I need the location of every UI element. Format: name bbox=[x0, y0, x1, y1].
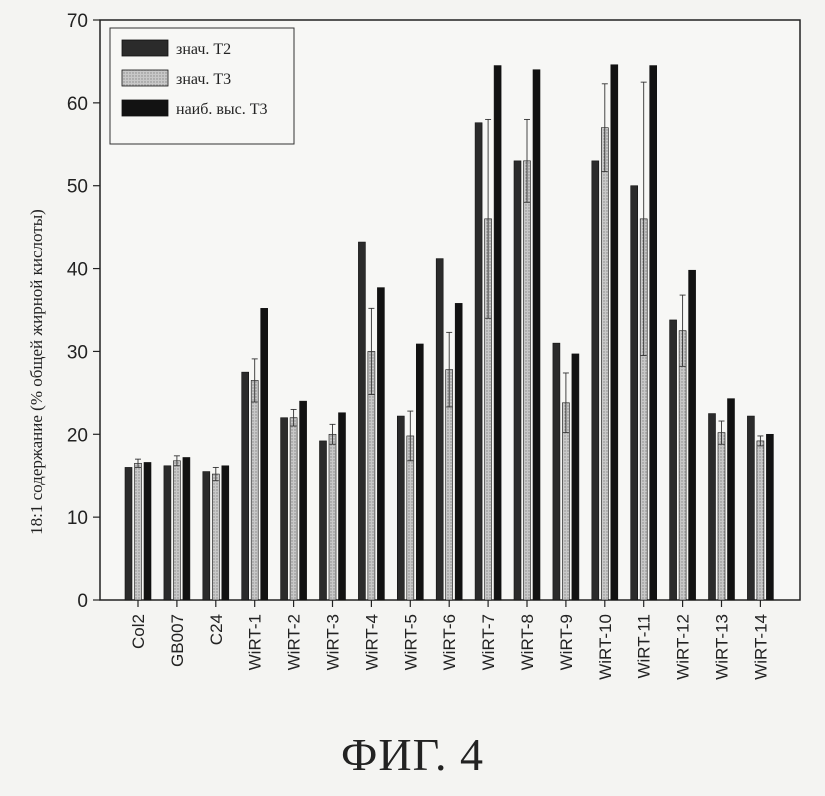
x-tick-label-wirt-8: WiRT-8 bbox=[518, 614, 537, 670]
bar-wirt-12-series-3 bbox=[689, 270, 696, 600]
y-tick-label: 0 bbox=[77, 591, 88, 612]
bar-wirt-12-series-1 bbox=[670, 320, 677, 600]
x-tick-label-c24: C24 bbox=[207, 614, 226, 645]
bar-wirt-10-series-1 bbox=[592, 161, 599, 600]
x-axis: Col2 GB007 C24 WiRT-1 WiRT-2 WiRT-3 WiRT-4 WiRT… bbox=[129, 600, 770, 680]
bar-wirt-2-series-1 bbox=[281, 418, 288, 600]
bar-wirt-8-series-3 bbox=[533, 70, 540, 600]
y-tick-label: 60 bbox=[67, 94, 88, 115]
bar-wirt-1-series-2 bbox=[251, 380, 258, 600]
bar-wirt-11-series-3 bbox=[650, 66, 657, 600]
legend-swatch-1 bbox=[122, 40, 168, 56]
bar-wirt-13-series-1 bbox=[709, 414, 716, 600]
bar-gb007-series-3 bbox=[183, 457, 190, 600]
bar-c24-series-3 bbox=[222, 466, 229, 600]
bar-wirt-5-series-1 bbox=[397, 416, 404, 600]
x-tick-label-wirt-6: WiRT-6 bbox=[440, 614, 459, 670]
bar-wirt-13-series-3 bbox=[728, 399, 735, 600]
bar-wirt-10-series-2 bbox=[601, 128, 608, 600]
figure-caption: ФИГ. 4 bbox=[0, 728, 825, 781]
bar-gb007-series-2 bbox=[173, 461, 180, 600]
bar-wirt-1-series-3 bbox=[261, 308, 268, 600]
x-tick-label-wirt-13: WiRT-13 bbox=[713, 614, 732, 680]
bar-wirt-4-series-3 bbox=[377, 288, 384, 600]
x-tick-label-wirt-1: WiRT-1 bbox=[246, 614, 265, 670]
x-tick-label-wirt-3: WiRT-3 bbox=[324, 614, 343, 670]
bar-wirt-5-series-3 bbox=[416, 344, 423, 600]
x-tick-label-gb007: GB007 bbox=[168, 614, 187, 667]
bar-wirt-11-series-1 bbox=[631, 186, 638, 600]
x-tick-label-wirt-4: WiRT-4 bbox=[362, 614, 381, 670]
bar-c24-series-1 bbox=[203, 472, 210, 600]
legend-swatch-3 bbox=[122, 100, 168, 116]
bar-wirt-14-series-1 bbox=[747, 416, 754, 600]
y-tick-label: 40 bbox=[67, 260, 88, 281]
x-tick-label-col2: Col2 bbox=[129, 614, 148, 649]
legend-label-2: знач. T3 bbox=[176, 71, 231, 88]
bar-c24-series-2 bbox=[212, 474, 219, 600]
bar-wirt-14-series-3 bbox=[766, 434, 773, 600]
bar-wirt-9-series-3 bbox=[572, 354, 579, 600]
x-tick-label-wirt-5: WiRT-5 bbox=[401, 614, 420, 670]
bar-wirt-2-series-2 bbox=[290, 418, 297, 600]
bar-wirt-3-series-2 bbox=[329, 434, 336, 600]
y-axis: 0 10 20 30 40 50 60 70 bbox=[67, 11, 100, 612]
bar-col2-series-1 bbox=[125, 467, 132, 600]
bar-col2-series-3 bbox=[144, 462, 151, 600]
legend-label-3: наиб. выс. T3 bbox=[176, 101, 268, 118]
legend-label-1: знач. T2 bbox=[176, 41, 231, 58]
bar-wirt-6-series-3 bbox=[455, 303, 462, 600]
x-tick-label-wirt-11: WiRT-11 bbox=[635, 614, 654, 679]
x-tick-label-wirt-10: WiRT-10 bbox=[596, 614, 615, 680]
legend: знач. T2 знач. T3 наиб. выс. T3 bbox=[110, 28, 294, 144]
bar-wirt-14-series-2 bbox=[757, 441, 764, 600]
bar-wirt-7-series-3 bbox=[494, 66, 501, 600]
bar-gb007-series-1 bbox=[164, 466, 171, 600]
bar-chart: 0 10 20 30 40 50 60 70 Col2 GB007 C24 WiRT-1 WiRT-2… bbox=[0, 0, 825, 730]
bar-wirt-2-series-3 bbox=[300, 401, 307, 600]
x-tick-label-wirt-14: WiRT-14 bbox=[751, 614, 770, 680]
bar-wirt-3-series-1 bbox=[320, 441, 327, 600]
x-tick-label-wirt-9: WiRT-9 bbox=[557, 614, 576, 670]
bar-wirt-1-series-1 bbox=[242, 372, 249, 600]
y-tick-label: 10 bbox=[67, 508, 88, 529]
bar-wirt-10-series-3 bbox=[611, 65, 618, 600]
bar-wirt-13-series-2 bbox=[718, 433, 725, 600]
bar-wirt-8-series-2 bbox=[524, 161, 531, 600]
bar-wirt-7-series-1 bbox=[475, 123, 482, 600]
x-tick-label-wirt-7: WiRT-7 bbox=[479, 614, 498, 670]
y-tick-label: 30 bbox=[67, 342, 88, 363]
y-tick-label: 50 bbox=[67, 177, 88, 198]
y-tick-label: 70 bbox=[67, 11, 88, 32]
bar-col2-series-2 bbox=[135, 463, 142, 600]
x-tick-label-wirt-12: WiRT-12 bbox=[674, 614, 693, 680]
bar-wirt-4-series-1 bbox=[358, 242, 365, 600]
bar-wirt-12-series-2 bbox=[679, 331, 686, 600]
bar-wirt-3-series-3 bbox=[339, 413, 346, 600]
bar-wirt-9-series-1 bbox=[553, 343, 560, 600]
legend-swatch-2 bbox=[122, 70, 168, 86]
y-tick-label: 20 bbox=[67, 425, 88, 446]
y-axis-label: 18:1 содержание (% общей жирной кислоты) bbox=[27, 209, 46, 535]
x-tick-label-wirt-2: WiRT-2 bbox=[285, 614, 304, 670]
bar-wirt-8-series-1 bbox=[514, 161, 521, 600]
bar-wirt-6-series-1 bbox=[436, 259, 443, 600]
